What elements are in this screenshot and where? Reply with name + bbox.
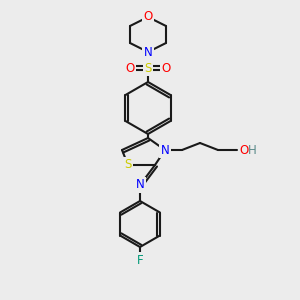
Text: O: O (239, 143, 248, 157)
Text: S: S (144, 61, 152, 74)
Text: N: N (144, 46, 152, 59)
Text: F: F (137, 254, 143, 266)
Text: S: S (124, 158, 132, 172)
Text: O: O (125, 61, 135, 74)
Text: N: N (136, 178, 144, 191)
Text: H: H (248, 145, 257, 158)
Text: N: N (160, 143, 169, 157)
Text: O: O (161, 61, 171, 74)
Text: O: O (143, 11, 153, 23)
